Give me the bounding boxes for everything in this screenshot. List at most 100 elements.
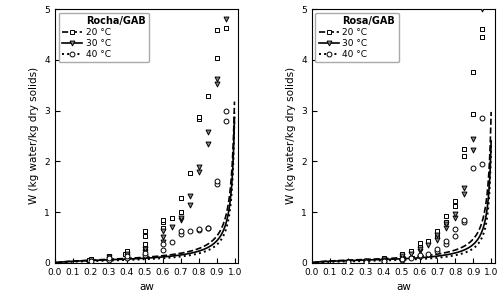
Point	[398, 254, 406, 259]
Point	[398, 256, 406, 261]
Point	[222, 26, 230, 31]
Point	[159, 220, 167, 225]
Point	[123, 251, 131, 256]
Point	[380, 258, 388, 263]
Point	[442, 213, 450, 218]
Point	[362, 258, 370, 263]
Point	[434, 248, 442, 253]
Point	[168, 225, 176, 230]
Legend: Rosa/GAB, 20 °C, 30 °C, 40 °C: Rosa/GAB, 20 °C, 30 °C, 40 °C	[316, 13, 398, 62]
Point	[478, 115, 486, 120]
Point	[452, 234, 460, 239]
Point	[195, 227, 203, 232]
Point	[442, 226, 450, 231]
Point	[442, 242, 450, 246]
Point	[452, 215, 460, 220]
Point	[141, 250, 149, 255]
Point	[141, 252, 149, 257]
Point	[478, 162, 486, 167]
Point	[213, 55, 221, 60]
Point	[123, 255, 131, 260]
Point	[424, 239, 432, 244]
Point	[460, 217, 468, 222]
Point	[177, 215, 185, 220]
Point	[344, 260, 351, 265]
Point	[159, 248, 167, 252]
Point	[186, 228, 194, 233]
Point	[204, 142, 212, 146]
Point	[177, 229, 185, 234]
Point	[452, 211, 460, 216]
Point	[105, 256, 113, 261]
Point	[204, 226, 212, 231]
Text: (b): (b)	[319, 17, 336, 30]
Point	[460, 147, 468, 152]
Point	[362, 259, 370, 264]
Point	[470, 147, 478, 152]
Point	[380, 258, 388, 263]
Point	[344, 260, 351, 265]
Point	[195, 117, 203, 122]
Point	[344, 260, 351, 265]
Point	[380, 259, 388, 264]
Point	[442, 239, 450, 244]
Point	[406, 252, 414, 256]
Text: (a): (a)	[62, 17, 79, 30]
Legend: Rocha/GAB, 20 °C, 30 °C, 40 °C: Rocha/GAB, 20 °C, 30 °C, 40 °C	[58, 13, 149, 62]
Point	[213, 181, 221, 186]
Point	[222, 118, 230, 123]
Point	[362, 260, 370, 265]
Point	[87, 258, 95, 263]
Point	[406, 248, 414, 253]
Point	[123, 254, 131, 259]
Point	[470, 166, 478, 171]
Point	[398, 251, 406, 256]
Point	[416, 254, 424, 259]
Point	[398, 256, 406, 261]
Point	[460, 192, 468, 197]
Point	[434, 246, 442, 251]
Point	[186, 194, 194, 199]
Point	[460, 185, 468, 190]
Point	[434, 237, 442, 242]
Point	[478, 7, 486, 11]
Y-axis label: W (kg water/kg dry solids): W (kg water/kg dry solids)	[286, 67, 296, 204]
Point	[159, 217, 167, 222]
Point	[213, 178, 221, 183]
Point	[168, 239, 176, 244]
Point	[159, 229, 167, 234]
Point	[470, 70, 478, 75]
Point	[213, 77, 221, 82]
Point	[470, 137, 478, 141]
Point	[123, 248, 131, 253]
Point	[424, 243, 432, 248]
Point	[195, 170, 203, 175]
Point	[460, 154, 468, 159]
Point	[398, 252, 406, 257]
Point	[222, 17, 230, 22]
Point	[121, 252, 129, 256]
Point	[123, 250, 131, 255]
Point	[213, 27, 221, 32]
Point	[159, 239, 167, 244]
Point	[177, 196, 185, 201]
Point	[159, 242, 167, 246]
Point	[416, 241, 424, 246]
Point	[442, 220, 450, 225]
Point	[204, 130, 212, 134]
Point	[460, 220, 468, 225]
Point	[186, 203, 194, 208]
Point	[362, 259, 370, 264]
Point	[362, 260, 370, 265]
Point	[416, 246, 424, 251]
Point	[141, 246, 149, 251]
Point	[159, 225, 167, 230]
Point	[105, 255, 113, 260]
Point	[141, 250, 149, 255]
Point	[141, 246, 149, 251]
Point	[204, 225, 212, 230]
Point	[177, 232, 185, 237]
Point	[195, 115, 203, 120]
Point	[478, 34, 486, 39]
Y-axis label: W (kg water/kg dry solids): W (kg water/kg dry solids)	[29, 67, 39, 204]
